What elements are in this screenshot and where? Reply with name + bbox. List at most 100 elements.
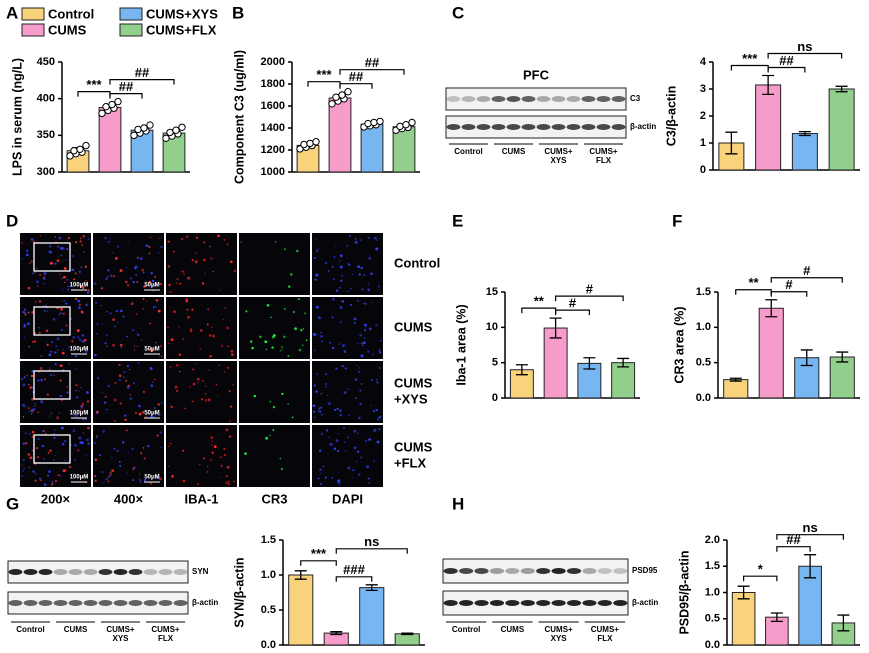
cell-signal [86, 438, 89, 442]
cell-signal [63, 267, 67, 270]
cell-signal [291, 416, 294, 419]
cell-signal [39, 234, 42, 237]
cell-signal [63, 300, 66, 303]
cell-signal [108, 240, 110, 243]
cell-signal [175, 363, 179, 367]
cell-signal [171, 474, 175, 478]
micrograph [239, 425, 310, 487]
cell-signal [160, 345, 162, 347]
cell-signal [185, 235, 189, 238]
cell-signal [31, 398, 34, 401]
cell-signal [77, 306, 81, 310]
significance-label: ## [349, 69, 364, 84]
significance-label: ## [779, 53, 794, 68]
cell-signal [65, 469, 67, 471]
cell-signal [140, 452, 143, 455]
cell-signal [332, 277, 335, 281]
micrograph [239, 233, 310, 295]
cell-signal [158, 252, 160, 254]
cell-signal [227, 480, 230, 483]
cell-signal [358, 416, 361, 420]
cell-signal [119, 464, 122, 468]
cell-signal [178, 370, 181, 373]
cell-signal [132, 382, 135, 385]
error-bar [617, 357, 630, 368]
cell-signal [68, 465, 72, 469]
cell-signal [79, 237, 82, 240]
cell-signal [104, 342, 107, 345]
cell-signal [315, 305, 319, 309]
cell-signal [82, 286, 85, 289]
cell-signal [28, 345, 31, 348]
y-tick-label: 300 [37, 166, 55, 178]
cell-signal [191, 308, 194, 311]
cell-signal [169, 366, 172, 368]
cell-signal [139, 257, 143, 260]
micrograph [93, 425, 164, 487]
cell-signal [104, 395, 107, 398]
cell-signal [59, 364, 63, 368]
cell-signal [112, 318, 115, 321]
cell-signal [113, 275, 116, 278]
cell-signal [73, 443, 77, 447]
blot-band [38, 569, 53, 575]
cell-signal [94, 441, 97, 444]
cell-signal [124, 414, 127, 417]
cell-signal [61, 289, 64, 291]
y-tick-label: 2000 [261, 56, 285, 68]
cell-signal [335, 367, 338, 370]
cell-signal [49, 261, 53, 265]
cell-signal [182, 479, 186, 483]
cell-signal [138, 412, 142, 416]
cell-signal [156, 476, 160, 480]
cell-signal [80, 310, 84, 314]
cell-signal [109, 237, 111, 239]
cell-signal [168, 445, 170, 448]
cell-signal [200, 398, 204, 401]
blot-strip [445, 87, 627, 111]
y-tick-label: 0.0 [261, 639, 276, 651]
cell-signal [373, 460, 375, 462]
cell-signal [23, 467, 26, 470]
scale-bar-label: 50μM [144, 411, 159, 417]
error-bar [798, 131, 811, 137]
cell-signal [172, 250, 175, 253]
cell-signal [338, 286, 341, 289]
cell-signal [319, 482, 323, 485]
cell-signal [155, 305, 158, 308]
significance-label: ** [748, 275, 759, 290]
legend-swatch [21, 7, 45, 21]
cell-signal [105, 277, 108, 281]
cell-signal [360, 354, 364, 358]
cell-signal [371, 378, 374, 381]
data-point [162, 134, 170, 142]
cell-signal [119, 343, 123, 347]
cell-signal [168, 465, 170, 468]
error-bar [729, 377, 742, 382]
cell-signal [210, 257, 213, 260]
blot-band [520, 568, 535, 574]
cell-signal [297, 298, 300, 301]
cell-signal [93, 475, 97, 478]
cell-signal [116, 449, 119, 453]
y-tick-label: 5 [492, 357, 498, 369]
lane-label: XYS [550, 156, 567, 165]
cell-signal [145, 244, 149, 248]
cell-signal [225, 481, 228, 484]
cell-signal [67, 288, 70, 291]
blot-band [461, 96, 476, 102]
cell-signal [313, 333, 316, 337]
y-tick-label: 1400 [261, 122, 285, 134]
cell-signal [143, 285, 146, 288]
significance-label: *** [311, 546, 327, 561]
row-label: Control [394, 255, 440, 270]
cell-signal [21, 378, 24, 381]
cell-signal [317, 316, 320, 319]
cell-signal [27, 322, 30, 326]
cell-signal [48, 353, 52, 357]
significance-label: # [803, 263, 811, 278]
cell-signal [149, 236, 152, 239]
cell-signal [337, 471, 340, 473]
cell-signal [40, 479, 42, 482]
cell-signal [227, 366, 230, 369]
